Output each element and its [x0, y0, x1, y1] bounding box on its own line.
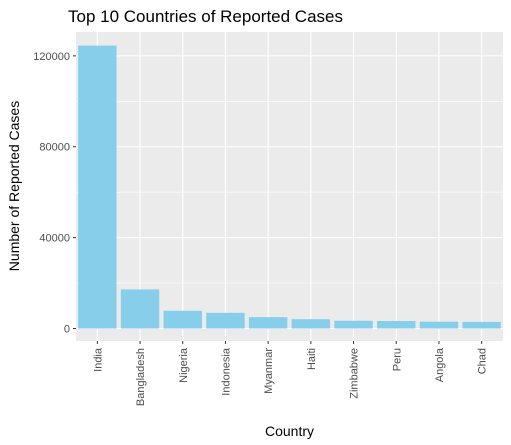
- x-tick-label: Haiti: [306, 348, 318, 370]
- x-tick-label: India: [92, 347, 104, 372]
- bar-haiti: [291, 319, 331, 329]
- y-tick-label: 80000: [39, 142, 70, 154]
- x-tick-label: Peru: [391, 348, 403, 371]
- x-tick-label: Chad: [477, 348, 489, 374]
- x-tick-label: Indonesia: [220, 347, 232, 396]
- bars: [78, 45, 501, 329]
- y-axis-title: Number of Reported Cases: [6, 101, 22, 271]
- y-tick-label: 40000: [39, 233, 70, 245]
- bar-zimbabwe: [334, 320, 373, 329]
- x-tick-label: Angola: [434, 347, 446, 382]
- x-tick-label: Zimbabwe: [349, 348, 361, 399]
- bar-nigeria: [163, 310, 202, 329]
- bar-india: [78, 45, 117, 329]
- bar-myanmar: [248, 317, 288, 329]
- y-tick-label: 120000: [33, 51, 70, 63]
- x-tick-label: Bangladesh: [135, 348, 147, 406]
- bar-peru: [377, 321, 416, 329]
- x-tick-label: Nigeria: [178, 347, 190, 383]
- chart-title: Top 10 Countries of Reported Cases: [68, 7, 343, 26]
- x-axis: India Bangladesh Nigeria Indonesia Myanmar Ha…: [92, 341, 489, 406]
- x-axis-title: Country: [265, 423, 314, 439]
- y-tick-label: 0: [64, 324, 70, 336]
- bar-angola: [419, 321, 459, 329]
- bar-indonesia: [206, 312, 245, 329]
- y-axis: 0 40000 80000 120000: [33, 51, 76, 336]
- bar-chad: [462, 321, 501, 329]
- x-tick-label: Myanmar: [263, 348, 275, 394]
- bar-bangladesh: [120, 289, 160, 329]
